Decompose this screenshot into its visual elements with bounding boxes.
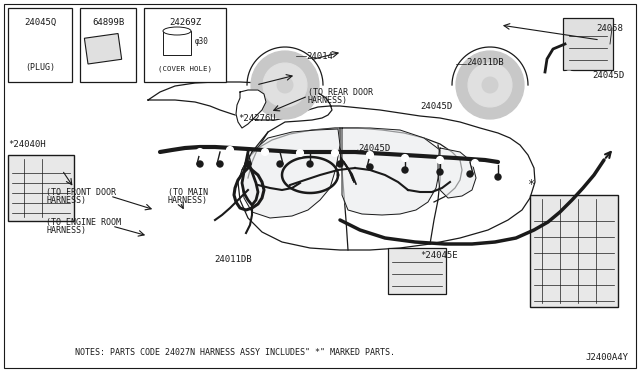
- Bar: [144, 8, 226, 82]
- Text: *24040H: *24040H: [8, 140, 45, 149]
- Bar: [8, 155, 74, 221]
- Text: *24045E: *24045E: [420, 250, 458, 260]
- Circle shape: [31, 38, 49, 56]
- Circle shape: [245, 161, 251, 167]
- Bar: [163, 31, 191, 55]
- Text: (TO FRONT DOOR: (TO FRONT DOOR: [46, 187, 116, 196]
- Text: 24269Z: 24269Z: [169, 18, 201, 27]
- Circle shape: [296, 150, 303, 157]
- Circle shape: [456, 51, 524, 119]
- Circle shape: [26, 33, 54, 61]
- Circle shape: [565, 74, 573, 82]
- Bar: [530, 195, 618, 307]
- Circle shape: [367, 151, 374, 158]
- Text: 24045D: 24045D: [358, 144, 390, 153]
- Circle shape: [227, 147, 234, 154]
- Circle shape: [402, 167, 408, 173]
- Text: *24276U: *24276U: [238, 113, 276, 122]
- Circle shape: [467, 171, 473, 177]
- Circle shape: [337, 161, 343, 167]
- Text: NOTES: PARTS CODE 24027N HARNESS ASSY INCLUDES" *" MARKED PARTS.: NOTES: PARTS CODE 24027N HARNESS ASSY IN…: [75, 348, 395, 357]
- Circle shape: [332, 150, 339, 157]
- Circle shape: [437, 169, 443, 175]
- Text: 24045D: 24045D: [592, 71, 624, 80]
- Polygon shape: [242, 129, 340, 218]
- Text: *: *: [528, 178, 535, 191]
- Bar: [388, 248, 446, 294]
- Circle shape: [468, 63, 512, 107]
- Text: 24014: 24014: [306, 51, 333, 61]
- Text: HARNESS): HARNESS): [46, 196, 86, 205]
- Text: HARNESS): HARNESS): [168, 196, 208, 205]
- Text: 24011DB: 24011DB: [214, 256, 252, 264]
- Circle shape: [197, 161, 203, 167]
- Text: 24058: 24058: [596, 23, 623, 32]
- Text: (TO REAR DOOR: (TO REAR DOOR: [308, 87, 373, 96]
- Text: 64899B: 64899B: [92, 18, 124, 27]
- Text: φ30: φ30: [195, 36, 209, 45]
- Circle shape: [482, 77, 498, 93]
- Text: HARNESS): HARNESS): [308, 96, 348, 105]
- Bar: [80, 8, 136, 82]
- Circle shape: [562, 71, 576, 85]
- Circle shape: [262, 148, 269, 155]
- Circle shape: [277, 77, 293, 93]
- Bar: [84, 33, 122, 64]
- Ellipse shape: [163, 27, 191, 35]
- Text: 24011DB: 24011DB: [466, 58, 504, 67]
- Circle shape: [367, 164, 373, 170]
- Text: (TO MAIN: (TO MAIN: [168, 187, 208, 196]
- Polygon shape: [342, 128, 440, 215]
- Circle shape: [251, 51, 319, 119]
- Text: HARNESS): HARNESS): [46, 225, 86, 234]
- Polygon shape: [148, 82, 535, 250]
- Polygon shape: [438, 148, 476, 198]
- Text: (COVER HOLE): (COVER HOLE): [158, 65, 212, 72]
- Circle shape: [263, 63, 307, 107]
- Circle shape: [436, 157, 444, 164]
- Polygon shape: [236, 90, 266, 128]
- Text: (PLUG): (PLUG): [25, 63, 55, 72]
- Text: (TO ENGINE ROOM: (TO ENGINE ROOM: [46, 218, 121, 227]
- Circle shape: [307, 161, 313, 167]
- Circle shape: [401, 154, 408, 161]
- Circle shape: [472, 160, 479, 167]
- Text: 24045D: 24045D: [420, 102, 452, 110]
- Circle shape: [196, 148, 204, 155]
- Bar: [8, 8, 72, 82]
- Circle shape: [495, 174, 501, 180]
- Circle shape: [217, 161, 223, 167]
- Text: J2400A4Y: J2400A4Y: [585, 353, 628, 362]
- Text: 24045Q: 24045Q: [24, 18, 56, 27]
- FancyBboxPatch shape: [563, 18, 613, 70]
- Circle shape: [277, 161, 283, 167]
